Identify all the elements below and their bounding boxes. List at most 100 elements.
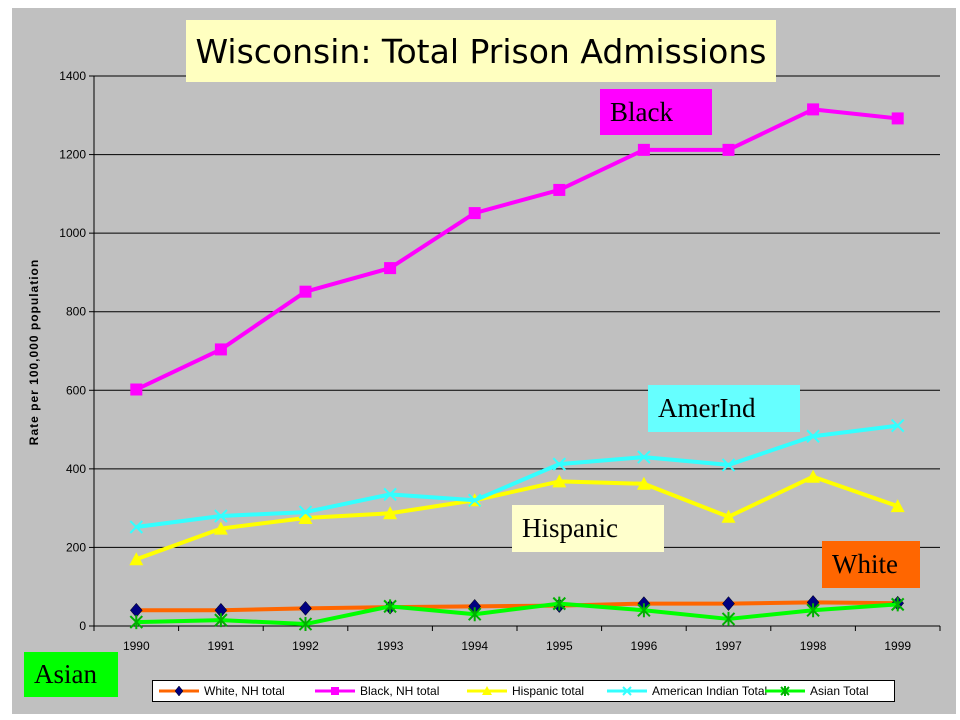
point-american-indian-1991 — [214, 509, 228, 523]
legend-swatch-black — [315, 687, 355, 695]
point-american-indian-1996 — [637, 450, 651, 464]
callout-white: White — [822, 541, 920, 588]
point-american-indian-1992 — [298, 505, 313, 519]
series-line-american-indian — [136, 423, 898, 529]
y-tick-label-600: 600 — [66, 383, 86, 397]
y-tick-label-1000: 1000 — [59, 226, 86, 240]
legend-marker-black — [331, 687, 339, 695]
series-line-asian — [136, 601, 898, 627]
point-black-1995 — [553, 183, 566, 196]
legend-label-american-indian: American Indian Total — [652, 684, 768, 698]
point-american-indian-1994 — [467, 493, 482, 507]
y-tick-label-200: 200 — [66, 540, 86, 554]
legend-label-hispanic: Hispanic total — [512, 684, 585, 698]
legend-label-white: White, NH total — [204, 684, 285, 698]
point-hispanic-1991 — [213, 521, 228, 535]
x-tick-label-1997: 1997 — [715, 639, 742, 653]
axes — [89, 75, 941, 631]
point-asian-1995 — [552, 596, 567, 611]
point-hispanic-1992 — [298, 510, 313, 524]
tick-labels: 0 200 400 600 800 1000 1200 1400 1990 1991 1992 199… — [59, 69, 911, 653]
point-asian-1992 — [298, 617, 313, 632]
point-black-1992 — [299, 285, 312, 298]
y-tick-label-0: 0 — [79, 619, 86, 633]
point-white-1997 — [722, 596, 735, 611]
legend-swatch-hispanic — [467, 686, 507, 695]
point-hispanic-1997 — [721, 509, 736, 523]
chart-title-box: Wisconsin: Total Prison Admissions — [186, 20, 776, 82]
point-asian-1990 — [129, 615, 144, 630]
y-axis-label: Rate per 100,000 population — [27, 259, 41, 445]
point-black-1991 — [214, 343, 227, 356]
series-hispanic — [129, 469, 905, 566]
point-asian-1997 — [721, 611, 736, 626]
callout-amerind: AmerInd — [648, 385, 800, 432]
point-asian-1999 — [890, 597, 905, 612]
point-black-1996 — [637, 143, 650, 156]
point-american-indian-1990 — [129, 520, 144, 534]
x-tick-label-1998: 1998 — [800, 639, 827, 653]
x-tick-label-1993: 1993 — [377, 639, 404, 653]
point-black-1998 — [807, 103, 820, 116]
point-black-1990 — [130, 383, 143, 396]
series-black — [130, 103, 904, 396]
point-asian-1991 — [214, 613, 228, 628]
point-black-1999 — [891, 112, 904, 125]
point-asian-1996 — [637, 603, 651, 618]
legend-label-black: Black, NH total — [360, 684, 440, 698]
point-hispanic-1993 — [383, 506, 398, 520]
x-tick-label-1990: 1990 — [123, 639, 150, 653]
series-asian — [129, 596, 905, 632]
y-tick-label-1200: 1200 — [59, 148, 86, 162]
legend-marker-asian — [780, 686, 790, 696]
y-tick-label-800: 800 — [66, 305, 86, 319]
point-asian-1998 — [806, 603, 820, 618]
point-hispanic-1990 — [129, 552, 144, 566]
point-asian-1994 — [467, 607, 482, 622]
callout-black: Black — [600, 89, 712, 135]
legend-item-hispanic: Hispanic total — [465, 681, 584, 701]
point-american-indian-1999 — [890, 418, 905, 433]
x-tick-label-1999: 1999 — [884, 639, 911, 653]
legend-item-american-indian: American Indian Total — [605, 681, 767, 701]
legend-marker-white — [174, 685, 184, 697]
series-line-black — [135, 107, 898, 392]
point-american-indian-1997 — [721, 458, 736, 472]
point-american-indian-1993 — [383, 487, 397, 502]
series-layer — [129, 103, 905, 632]
point-asian-1993 — [383, 599, 397, 614]
chart-legend: White, NH total Black, NH total Hispanic… — [152, 680, 895, 702]
series-american-indian — [129, 418, 905, 534]
callout-asian: Asian — [24, 652, 118, 697]
y-tick-label-1400: 1400 — [59, 69, 86, 83]
legend-swatch-asian — [765, 686, 805, 696]
x-tick-label-1994: 1994 — [461, 639, 488, 653]
point-american-indian-1995 — [552, 457, 567, 471]
point-hispanic-1998 — [806, 469, 821, 483]
legend-swatch-american-indian — [607, 686, 647, 696]
point-american-indian-1998 — [806, 429, 820, 443]
x-tick-label-1991: 1991 — [208, 639, 235, 653]
series-line-white — [136, 600, 898, 613]
legend-marker-hispanic — [482, 686, 492, 695]
point-hispanic-1995 — [552, 474, 567, 488]
callout-hispanic: Hispanic — [512, 505, 664, 552]
legend-marker-american-indian — [622, 686, 632, 696]
point-hispanic-1996 — [636, 476, 651, 490]
y-tick-label-400: 400 — [66, 462, 86, 476]
series-line-hispanic — [135, 474, 899, 562]
point-white-1992 — [299, 600, 312, 616]
point-black-1994 — [468, 207, 481, 220]
legend-item-asian: Asian Total — [763, 681, 868, 701]
legend-label-asian: Asian Total — [810, 684, 869, 698]
x-tick-label-1992: 1992 — [292, 639, 319, 653]
point-black-1997 — [722, 143, 735, 156]
x-tick-label-1996: 1996 — [631, 639, 658, 653]
legend-swatch-white — [159, 685, 199, 697]
chart-title: Wisconsin: Total Prison Admissions — [195, 31, 767, 71]
legend-item-white: White, NH total — [157, 681, 285, 701]
x-tick-label-1995: 1995 — [546, 639, 573, 653]
legend-item-black: Black, NH total — [313, 681, 439, 701]
